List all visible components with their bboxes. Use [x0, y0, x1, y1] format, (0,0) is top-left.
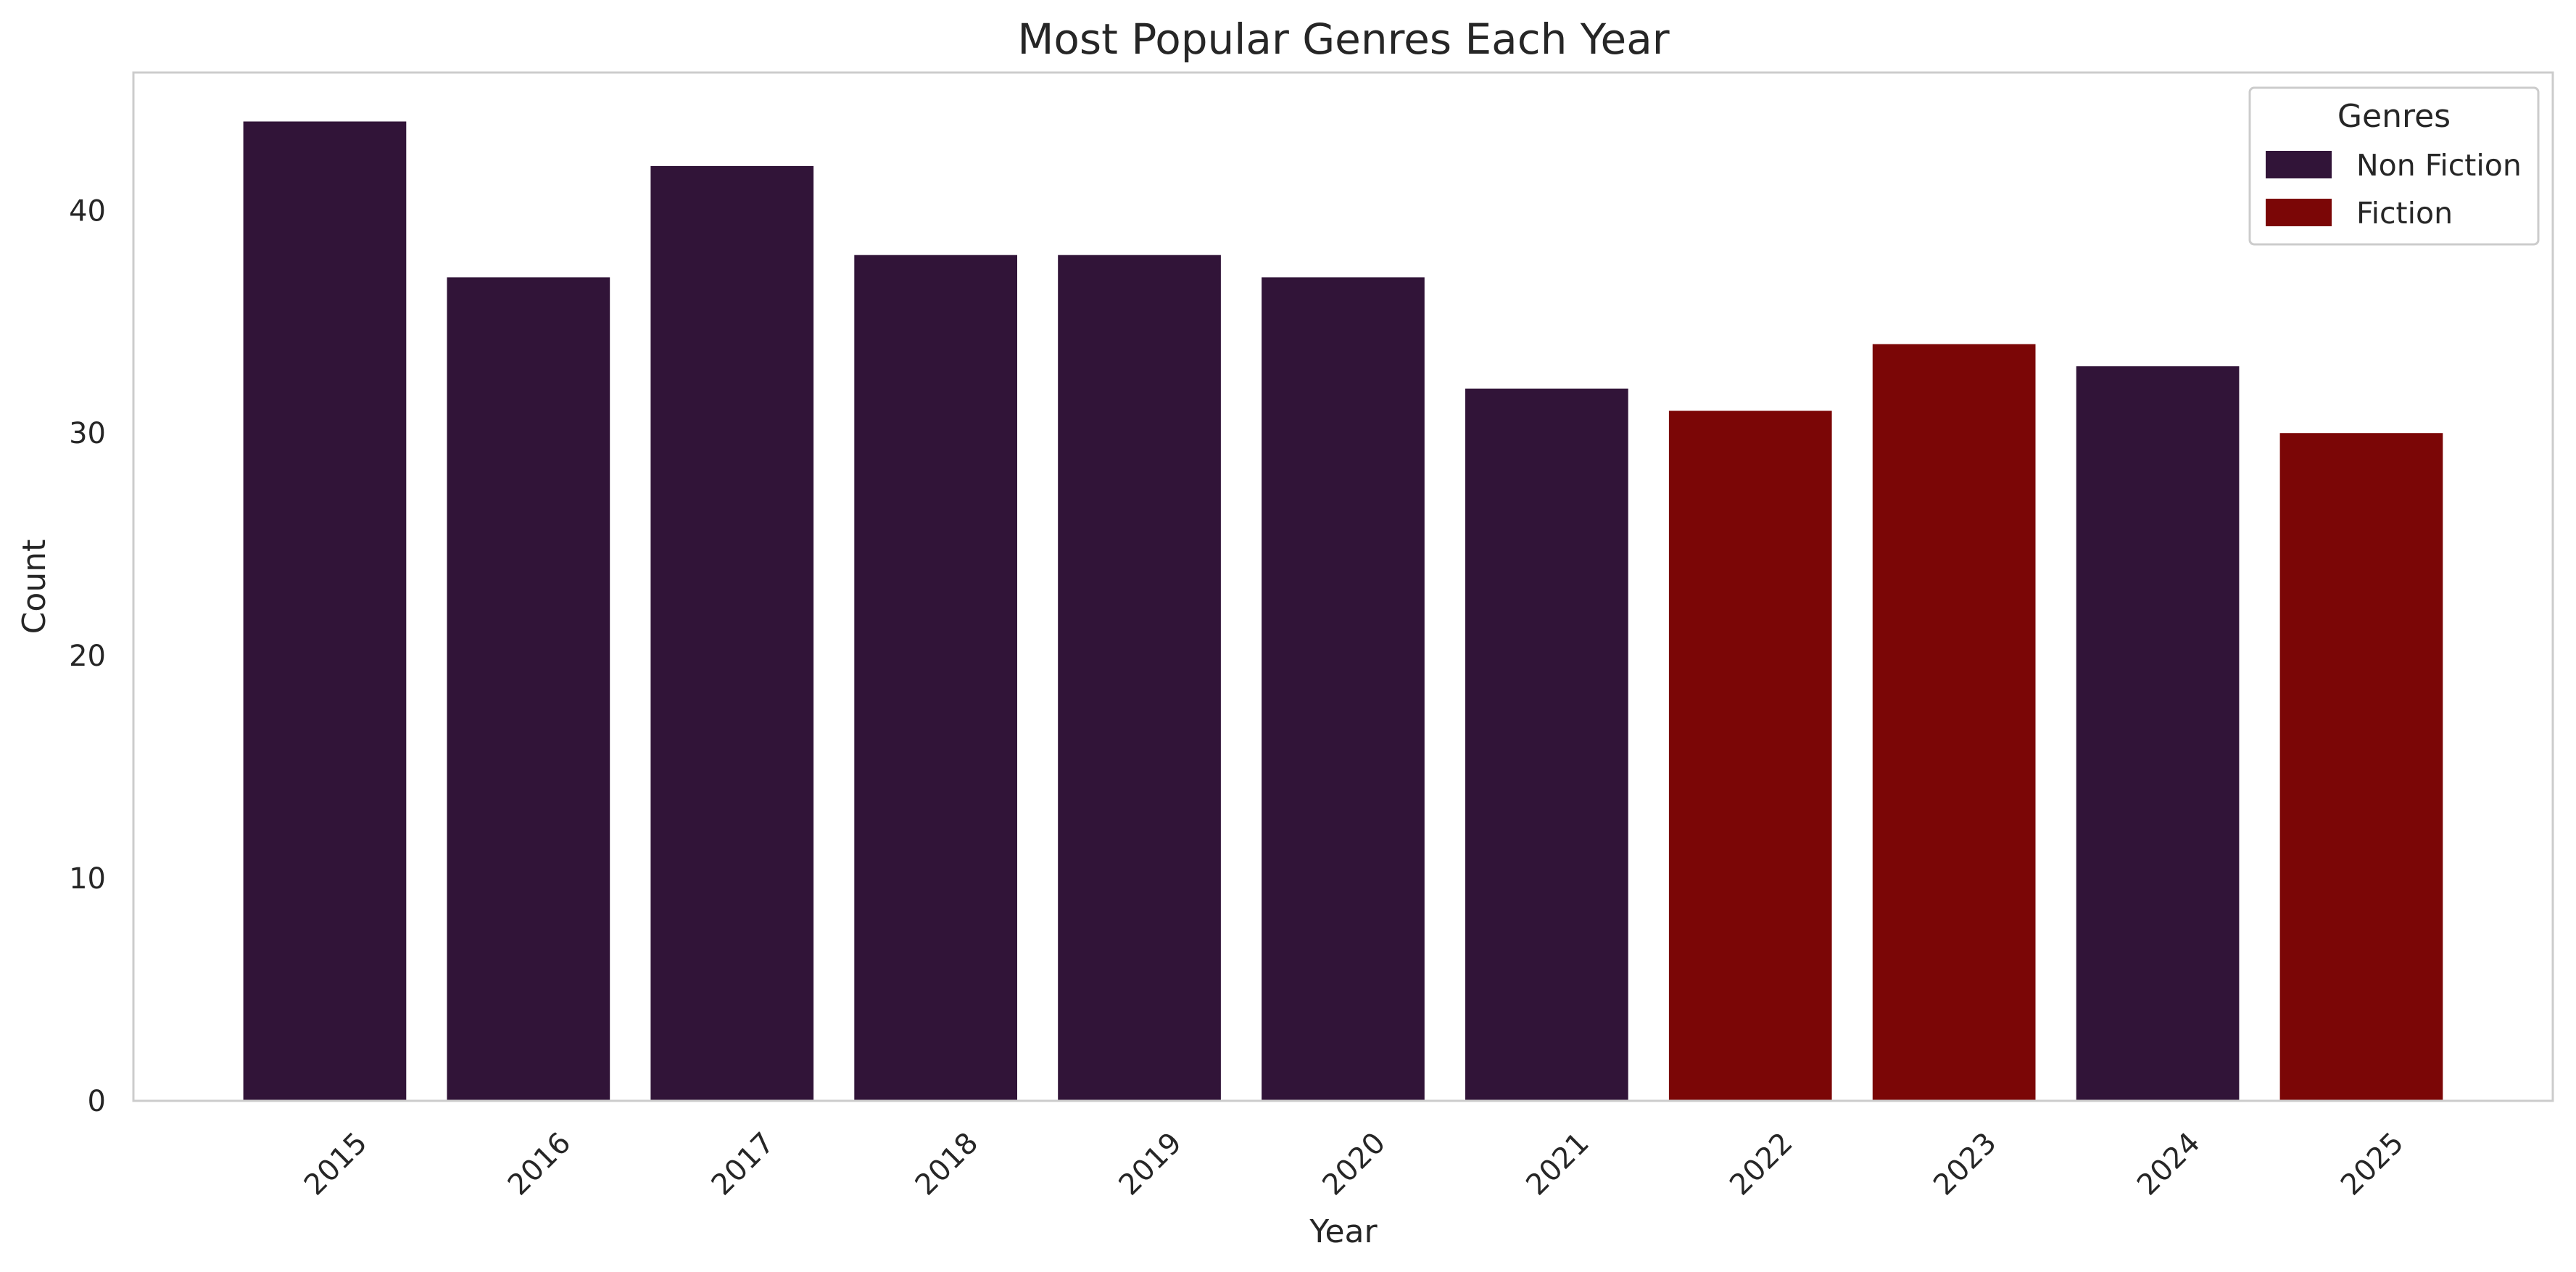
bar-2018: [854, 255, 1017, 1102]
y-tick-label-0: 0: [88, 1085, 106, 1118]
bar-2022: [1668, 410, 1832, 1101]
y-axis-ticks: 0 10 20 30 40: [69, 194, 106, 1118]
legend: Genres Non Fiction Fiction: [2248, 86, 2540, 246]
bar-2015: [243, 121, 407, 1101]
x-tick-label-2023: 2023: [1927, 1126, 2003, 1202]
bar-2025: [2279, 433, 2443, 1101]
bar-2016: [447, 277, 610, 1101]
x-axis-label: Year: [1309, 1213, 1378, 1250]
bar-2019: [1058, 255, 1221, 1102]
x-tick-label-2025: 2025: [2335, 1126, 2411, 1202]
x-tick-label-2018: 2018: [909, 1126, 985, 1202]
legend-title: Genres: [2337, 98, 2451, 135]
x-axis-ticks: 2015 2016 2017 2018 2019 2020 2021 2022 2023 2024…: [298, 1126, 2411, 1202]
y-tick-label-40: 40: [69, 194, 106, 228]
bar-2024: [2076, 366, 2240, 1102]
y-tick-label-30: 30: [69, 417, 106, 450]
y-axis-label: Count: [16, 540, 53, 635]
legend-label-fiction: Fiction: [2356, 196, 2453, 231]
bar-2017: [650, 165, 814, 1101]
bar-2020: [1262, 277, 1425, 1101]
x-tick-label-2017: 2017: [705, 1126, 782, 1202]
x-tick-label-2021: 2021: [1520, 1126, 1596, 1202]
x-tick-label-2015: 2015: [298, 1126, 374, 1202]
bars-group: [243, 121, 2443, 1102]
legend-label-non-fiction: Non Fiction: [2356, 148, 2522, 183]
axes-frame: [132, 71, 2554, 1102]
x-tick-label-2024: 2024: [2131, 1126, 2207, 1202]
legend-swatch-non-fiction: [2266, 151, 2332, 178]
x-tick-label-2016: 2016: [502, 1126, 578, 1202]
y-tick-label-20: 20: [69, 640, 106, 673]
x-tick-label-2022: 2022: [1723, 1126, 1800, 1202]
bar-2021: [1465, 388, 1628, 1101]
bar-2023: [1872, 344, 2036, 1101]
y-tick-label-10: 10: [69, 862, 106, 896]
x-tick-label-2019: 2019: [1113, 1126, 1189, 1202]
chart-title: Most Popular Genres Each Year: [1017, 15, 1669, 64]
x-tick-label-2020: 2020: [1316, 1126, 1392, 1202]
legend-swatch-fiction: [2266, 199, 2332, 226]
